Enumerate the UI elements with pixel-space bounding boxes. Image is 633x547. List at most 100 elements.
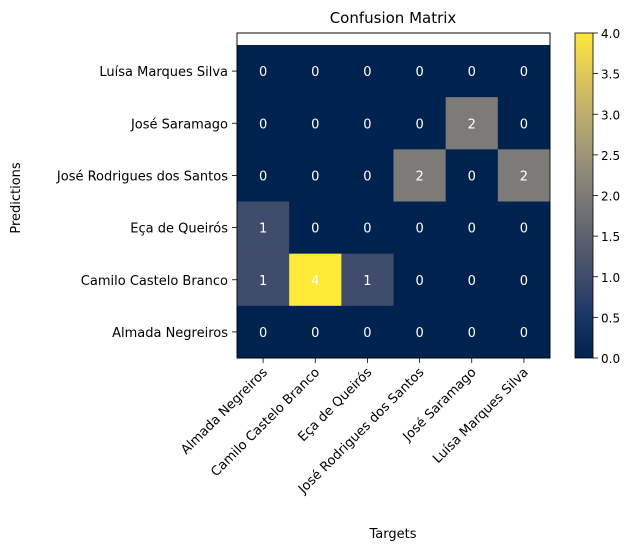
- cell-value: 0: [520, 326, 528, 341]
- heatmap-cell: [393, 149, 447, 202]
- y-tick-label: Camilo Castelo Branco: [81, 274, 228, 289]
- heatmap-cell: [237, 305, 290, 359]
- heatmap-cell: [445, 97, 499, 150]
- heatmap-cell: [289, 305, 342, 359]
- colorbar-gradient: [574, 32, 594, 359]
- cell-value: 0: [468, 65, 476, 80]
- cell-value-labels: 0 0 0 0 0 0 0 0 0 0 2 0 0 0 0 2 0 2 1 0 0 0 0 0 1 4 1 0 0 0 0 0 0 0 0 0: [259, 65, 528, 341]
- heatmap-cell: [289, 149, 342, 202]
- heatmap-cell: [341, 97, 394, 150]
- heatmap-cell: [393, 253, 447, 307]
- heatmap-cell: [341, 305, 394, 359]
- cell-value: 0: [311, 326, 319, 341]
- heatmap-cell: [237, 201, 290, 255]
- heatmap-cell: [497, 305, 551, 359]
- x-tick-label: Luísa Marques Silva: [430, 365, 532, 467]
- x-axis-label: Targets: [369, 527, 417, 542]
- cell-value: 4: [311, 274, 319, 289]
- cell-value: 0: [415, 117, 423, 132]
- cell-value: 0: [363, 326, 371, 341]
- heatmap-cell: [497, 201, 551, 255]
- cell-value: 0: [363, 222, 371, 237]
- cell-value: 1: [259, 274, 267, 289]
- heatmap-cell: [445, 45, 499, 98]
- heatmap-cell: [289, 97, 342, 150]
- colorbar-tick-label: 0.5: [601, 311, 620, 325]
- cell-value: 0: [468, 326, 476, 341]
- cell-value: 2: [468, 117, 476, 132]
- y-axis: Luísa Marques Silva José Saramago José Rod…: [56, 65, 237, 341]
- heatmap-cell: [341, 45, 394, 98]
- colorbar-tick-label: 2.0: [601, 190, 620, 204]
- y-tick-label: Eça de Queirós: [130, 222, 228, 237]
- y-axis-label: Predictions: [9, 162, 24, 234]
- y-tick-label: José Rodrigues dos Santos: [56, 169, 228, 184]
- cell-value: 1: [259, 222, 267, 237]
- heatmap-cell: [289, 253, 342, 307]
- heatmap-cell: [237, 253, 290, 307]
- heatmap-cell: [497, 149, 551, 202]
- heatmap-cell: [445, 305, 499, 359]
- cell-value: 0: [363, 65, 371, 80]
- heatmap-cell: [237, 45, 290, 98]
- y-tick-label: José Saramago: [130, 117, 228, 132]
- cell-value: 0: [415, 222, 423, 237]
- heatmap-cell: [341, 253, 394, 307]
- heatmap-cell: [445, 201, 499, 255]
- cell-value: 0: [259, 65, 267, 80]
- heatmap-cell: [237, 97, 290, 150]
- heatmap-cell: [497, 45, 551, 98]
- colorbar-tick-label: 3.0: [601, 108, 620, 122]
- heatmap-cell: [341, 201, 394, 255]
- cell-value: 0: [520, 222, 528, 237]
- y-tick-label: Luísa Marques Silva: [99, 65, 228, 80]
- cell-value: 0: [311, 222, 319, 237]
- x-tick-label: Camilo Castelo Branco: [208, 365, 323, 480]
- cell-value: 2: [415, 169, 423, 184]
- cell-value: 0: [520, 117, 528, 132]
- heatmap-cell: [445, 253, 499, 307]
- cell-value: 0: [363, 117, 371, 132]
- heatmap-cell: [289, 201, 342, 255]
- heatmap-cell: [445, 149, 499, 202]
- cell-value: 0: [259, 326, 267, 341]
- plot-border: [236, 32, 551, 359]
- colorbar-tick-label: 4.0: [601, 27, 620, 41]
- cell-value: 0: [468, 169, 476, 184]
- cell-value: 0: [311, 117, 319, 132]
- colorbar-ticks: 0.0 0.5 1.0 1.5 2.0 2.5 3.0 3.5 4.0: [593, 27, 620, 366]
- cell-value: 2: [520, 169, 528, 184]
- heatmap-cell: [237, 149, 290, 202]
- colorbar: 0.0 0.5 1.0 1.5 2.0 2.5 3.0 3.5 4.0: [574, 27, 620, 366]
- heatmap-cell: [497, 253, 551, 307]
- colorbar-tick-label: 1.5: [601, 230, 620, 244]
- x-tick-label: Almada Negreiros: [178, 365, 271, 458]
- heatmap-cell: [393, 45, 447, 98]
- heatmap-cell: [393, 201, 447, 255]
- cell-value: 0: [363, 169, 371, 184]
- cell-value: 0: [520, 65, 528, 80]
- heatmap-cell: [497, 97, 551, 150]
- chart-title: Confusion Matrix: [330, 9, 457, 27]
- y-tick-label: Almada Negreiros: [112, 326, 228, 341]
- cell-value: 0: [520, 274, 528, 289]
- cell-value: 0: [415, 326, 423, 341]
- colorbar-tick-label: 1.0: [601, 271, 620, 285]
- colorbar-tick-label: 3.5: [601, 68, 620, 82]
- cell-value: 0: [259, 117, 267, 132]
- heatmap-cell: [289, 45, 342, 98]
- cell-value: 0: [415, 65, 423, 80]
- cell-value: 0: [259, 169, 267, 184]
- heatmap-cell: [341, 149, 394, 202]
- colorbar-tick-label: 2.5: [601, 149, 620, 163]
- cell-value: 0: [415, 274, 423, 289]
- cell-value: 0: [468, 222, 476, 237]
- heatmap-cell: [393, 97, 447, 150]
- colorbar-tick-label: 0.0: [601, 352, 620, 366]
- cell-value: 0: [468, 274, 476, 289]
- heatmap-cells: [236, 32, 551, 359]
- cell-value: 0: [311, 65, 319, 80]
- heatmap-cell: [393, 305, 447, 359]
